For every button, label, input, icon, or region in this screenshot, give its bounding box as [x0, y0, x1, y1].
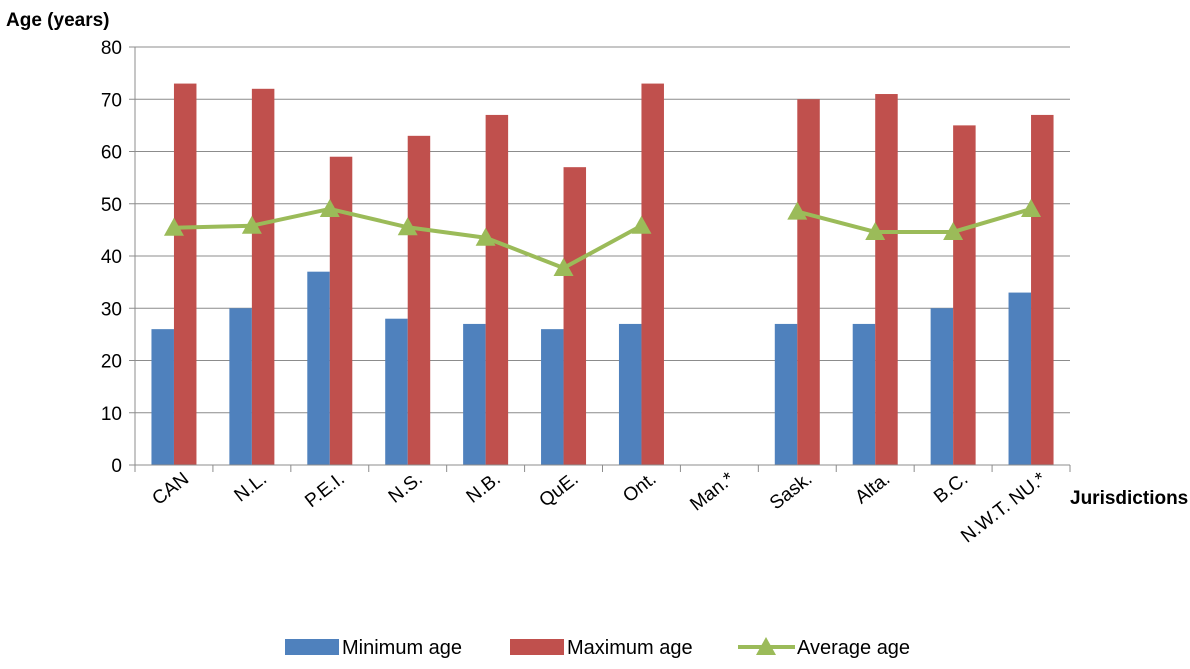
x-tick-label: N.W.T. NU.*: [957, 468, 1050, 547]
max-age-bar: [485, 114, 509, 466]
y-tick-label: 20: [101, 352, 122, 373]
max-age-bar: [173, 83, 197, 465]
x-axis-ticks: CAN N.L. P.E.I. N.S. N.B. QuE. Ont. Man.* Sask. A…: [148, 468, 1050, 547]
x-tick-label: Alta.: [851, 468, 894, 508]
y-tick-label: 80: [101, 38, 122, 59]
axes: [134, 47, 1071, 472]
average-point: [397, 217, 418, 236]
x-axis-title: Jurisdictions: [1070, 488, 1188, 509]
legend-swatch-maximum: [510, 639, 564, 655]
min-age-bar: [151, 329, 174, 465]
legend: Minimum age Maximum age Average age: [285, 637, 910, 659]
y-axis-ticks: 0 10 20 30 40 50 60 70 80: [101, 38, 135, 477]
gridlines: [135, 46, 1070, 414]
max-age-bar: [953, 125, 976, 465]
min-age-bar: [229, 308, 252, 465]
x-tick-label: N.B.: [463, 468, 505, 507]
average-point: [943, 221, 964, 240]
min-age-bar: [463, 323, 486, 465]
y-tick-label: 30: [101, 299, 122, 320]
min-age-bar: [1008, 292, 1032, 465]
legend-label-average: Average age: [797, 637, 910, 659]
x-tick-label: N.S.: [385, 468, 427, 507]
legend-marker-average: [756, 637, 776, 655]
average-point: [553, 258, 574, 277]
x-tick-label: Sask.: [766, 468, 816, 514]
x-tick-label: Man.*: [686, 468, 739, 515]
average-line-segment: [796, 207, 1032, 234]
min-age-bar: [852, 323, 876, 465]
max-age-bar: [875, 94, 898, 466]
legend-swatch-minimum: [285, 639, 339, 655]
max-age-bar: [329, 156, 353, 465]
min-age-bar: [385, 318, 408, 465]
min-age-bar: [307, 271, 330, 465]
min-age-bar: [541, 329, 564, 465]
y-axis-title: Age (years): [6, 10, 110, 31]
min-age-bar: [618, 323, 642, 465]
max-age-bar: [641, 83, 664, 465]
average-point: [163, 217, 184, 236]
average-point: [475, 227, 496, 246]
average-point: [1021, 198, 1042, 217]
x-tick-label: P.E.I.: [301, 468, 349, 512]
max-age-bar: [407, 135, 431, 465]
y-tick-label: 10: [101, 404, 122, 425]
max-age-bar: [563, 167, 587, 466]
y-tick-label: 60: [101, 143, 122, 164]
y-tick-label: 70: [101, 90, 122, 111]
legend-label-minimum: Minimum age: [342, 637, 462, 659]
average-point: [319, 198, 340, 217]
average-point: [241, 215, 262, 234]
max-age-bar: [1031, 114, 1054, 466]
max-age-bar: [251, 88, 275, 466]
bars: [151, 83, 1054, 466]
y-tick-label: 40: [101, 247, 122, 268]
average-point: [865, 221, 886, 240]
x-tick-label: QuE.: [536, 468, 583, 511]
average-line: [163, 198, 1042, 277]
min-age-bar: [930, 308, 954, 465]
legend-label-maximum: Maximum age: [567, 637, 693, 659]
average-point: [787, 201, 808, 220]
x-tick-label: CAN: [148, 468, 193, 509]
y-tick-label: 0: [111, 456, 122, 477]
x-tick-label: B.C.: [930, 468, 972, 507]
min-age-bar: [774, 323, 798, 465]
max-age-bar: [797, 99, 820, 465]
x-tick-label: N.L.: [231, 468, 271, 506]
y-tick-label: 50: [101, 195, 122, 216]
x-tick-label: Ont.: [619, 468, 660, 507]
average-point: [631, 215, 652, 234]
